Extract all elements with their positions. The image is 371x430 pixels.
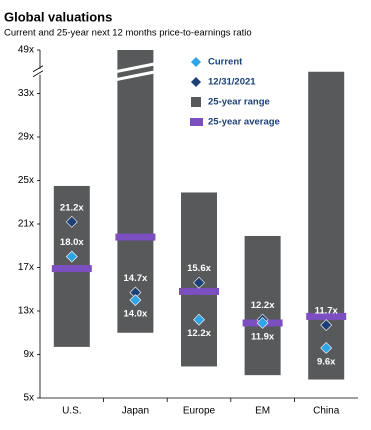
chart-subtitle: Current and 25-year next 12 months price… — [4, 28, 252, 39]
average-bar — [51, 265, 92, 273]
bar-break — [115, 62, 156, 74]
legend-marker — [190, 118, 203, 126]
diamond-marker — [320, 342, 333, 354]
range-bar — [308, 71, 345, 380]
x-tick-label: China — [313, 406, 340, 417]
y-tick-label: 13x — [18, 306, 34, 317]
y-tick-label: 25x — [18, 175, 34, 186]
diamond-marker — [320, 319, 333, 332]
data-label: 21.2x — [60, 202, 84, 213]
legend-label: 25-year range — [208, 97, 270, 108]
diamond-marker — [65, 250, 78, 263]
bar-break — [115, 70, 156, 82]
y-tick-label: 49x — [18, 45, 34, 56]
axis-break — [32, 70, 44, 78]
data-label: 14.0x — [124, 309, 148, 320]
data-label: 14.7x — [124, 273, 148, 284]
y-tick-label: 17x — [18, 262, 34, 273]
data-label: 12.2x — [251, 300, 275, 311]
y-tick-label: 33x — [18, 88, 34, 99]
average-bar — [115, 233, 156, 241]
legend-marker — [191, 77, 201, 87]
data-label: 11.9x — [251, 331, 275, 342]
average-bar — [179, 287, 219, 295]
average-bar — [306, 312, 347, 320]
x-tick-label: U.S. — [62, 406, 81, 417]
diamond-marker — [129, 294, 142, 307]
axis-break-gap — [32, 68, 44, 75]
x-tick-label: EM — [255, 406, 270, 417]
diamond-marker — [193, 276, 205, 289]
legend-label: 12/31/2021 — [208, 77, 256, 88]
y-tick-label: 29x — [18, 132, 34, 143]
data-label: 15.6x — [187, 263, 211, 274]
range-bar — [117, 50, 154, 333]
legend-label: Current — [208, 57, 243, 68]
x-tick-label: Europe — [183, 406, 216, 417]
range-bar — [244, 235, 281, 376]
legend-label: 25-year average — [208, 117, 280, 128]
y-tick-label: 5x — [23, 393, 34, 404]
diamond-marker — [256, 317, 269, 329]
diamond-marker — [193, 313, 205, 326]
y-tick-label: 21x — [18, 219, 34, 230]
y-tick-label: 9x — [23, 349, 34, 360]
data-label: 12.2x — [187, 328, 211, 339]
data-label: 18.0x — [60, 237, 84, 248]
axis-break — [32, 65, 44, 73]
chart-title: Global valuations — [4, 9, 112, 24]
x-tick-label: Japan — [122, 406, 149, 417]
diamond-marker — [65, 215, 78, 228]
data-label: 11.7x — [315, 306, 339, 317]
data-label: 9.6x — [317, 356, 336, 367]
legend-marker — [191, 57, 201, 67]
legend-marker — [191, 97, 201, 107]
